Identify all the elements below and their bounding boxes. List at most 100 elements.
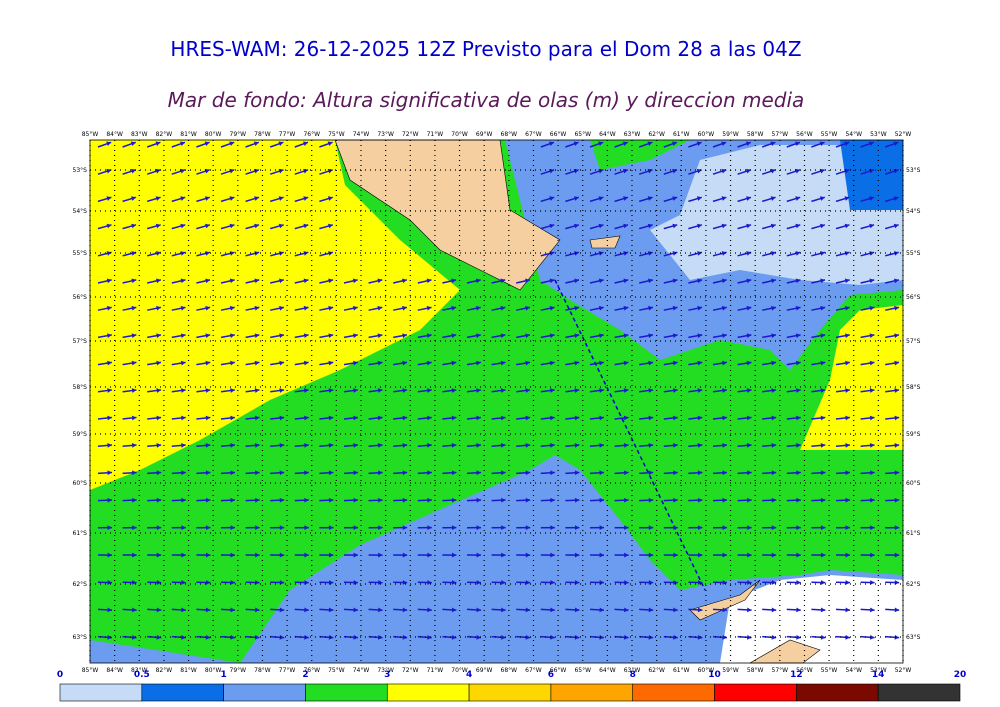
arrow-head — [279, 305, 284, 311]
arrow-head — [771, 525, 777, 531]
lon-label: 72°W — [402, 131, 419, 138]
arrow-head — [697, 223, 702, 229]
arrow-head — [771, 580, 777, 585]
lon-label: 68°W — [501, 131, 518, 138]
arrow-head — [278, 223, 284, 229]
arrow-head — [156, 470, 162, 476]
lon-label: 85°W — [82, 131, 99, 138]
arrow-head — [622, 141, 628, 147]
arrow-head — [279, 388, 285, 393]
region-yellow — [800, 305, 903, 450]
arrow-head — [328, 634, 334, 640]
arrow-head — [869, 278, 875, 284]
arrow-head — [254, 388, 260, 393]
arrow-head — [721, 305, 727, 311]
arrow-head — [820, 251, 825, 256]
arrow-head — [106, 278, 112, 284]
arrow-head — [131, 415, 137, 421]
arrow-head — [820, 607, 826, 613]
lat-label: 62°S — [73, 581, 88, 588]
arrow-head — [796, 415, 801, 421]
arrow-head — [574, 333, 580, 339]
lon-label: 53°W — [870, 667, 887, 674]
arrow-head — [870, 497, 875, 503]
arrow-head — [500, 305, 506, 311]
arrow-head — [353, 607, 358, 613]
arrow-head — [870, 552, 875, 558]
arrow-head — [180, 305, 186, 311]
lon-label: 67°W — [525, 667, 542, 674]
arrow-head — [845, 580, 850, 585]
lon-label: 65°W — [574, 131, 591, 138]
arrow-head — [451, 580, 457, 585]
lon-label: 63°W — [624, 667, 641, 674]
arrow-head — [796, 634, 801, 640]
arrow-head — [155, 223, 161, 229]
arrow-head — [451, 305, 457, 311]
arrow-head — [132, 607, 137, 613]
arrow-head — [845, 552, 850, 558]
arrow-head — [623, 442, 629, 448]
arrow-head — [378, 470, 383, 476]
arrow-head — [869, 305, 875, 311]
arrow-head — [894, 442, 900, 448]
lon-label: 69°W — [476, 131, 493, 138]
arrow-head — [574, 470, 580, 476]
arrow-head — [107, 388, 112, 393]
arrow-head — [746, 251, 752, 256]
axes: 85°W 85°W 84°W 84°W 83°W 83°W 82°W 82°W 81°W 81°W… — [73, 131, 921, 674]
lat-label: 60°S — [906, 480, 921, 487]
arrow-head — [894, 634, 900, 640]
arrow-head — [230, 415, 235, 421]
arrow-head — [525, 415, 531, 421]
lat-label: 61°S — [73, 530, 88, 537]
arrow-head — [747, 580, 752, 585]
arrow-head — [451, 333, 457, 339]
lon-label: 57°W — [772, 667, 789, 674]
arrow-head — [746, 442, 752, 448]
arrow-head — [845, 442, 850, 448]
arrow-head — [402, 552, 408, 558]
arrow-head — [722, 333, 727, 339]
arrow-head — [525, 580, 531, 585]
arrow-head — [377, 360, 383, 366]
arrow-head — [549, 305, 555, 311]
arrow-head — [156, 333, 161, 339]
lon-label: 78°W — [254, 667, 271, 674]
arrow-head — [255, 607, 260, 613]
arrow-head — [107, 333, 112, 339]
lon-label: 80°W — [205, 131, 222, 138]
arrow-head — [722, 580, 727, 585]
arrow-head — [328, 497, 334, 503]
arrow-head — [377, 278, 383, 284]
arrow-head — [156, 580, 162, 585]
lon-label: 79°W — [230, 131, 247, 138]
arrow-head — [770, 223, 776, 229]
arrow-head — [747, 470, 752, 476]
arrow-head — [130, 168, 136, 174]
arrow-head — [132, 470, 137, 476]
arrow-head — [451, 497, 457, 503]
arrow-head — [476, 415, 481, 421]
arrow-head — [746, 333, 752, 339]
arrow-head — [648, 552, 654, 558]
arrow-head — [476, 360, 481, 366]
land — [689, 579, 761, 621]
arrow-head — [722, 442, 727, 448]
arrow-head — [869, 360, 875, 366]
arrow-head — [894, 360, 900, 366]
arrow-head — [525, 525, 531, 531]
arrow-head — [279, 552, 285, 558]
arrow-head — [181, 580, 186, 585]
arrow-head — [623, 305, 629, 311]
lon-label: 82°W — [156, 667, 173, 674]
arrow-head — [304, 442, 309, 448]
arrow-head — [131, 305, 137, 311]
arrow-head — [746, 388, 752, 393]
arrow-head — [377, 415, 383, 421]
arrow-head — [697, 305, 703, 311]
arrow-head — [845, 333, 850, 339]
lon-label: 83°W — [131, 131, 148, 138]
lon-label: 81°W — [180, 667, 197, 674]
arrow-head — [746, 360, 752, 366]
